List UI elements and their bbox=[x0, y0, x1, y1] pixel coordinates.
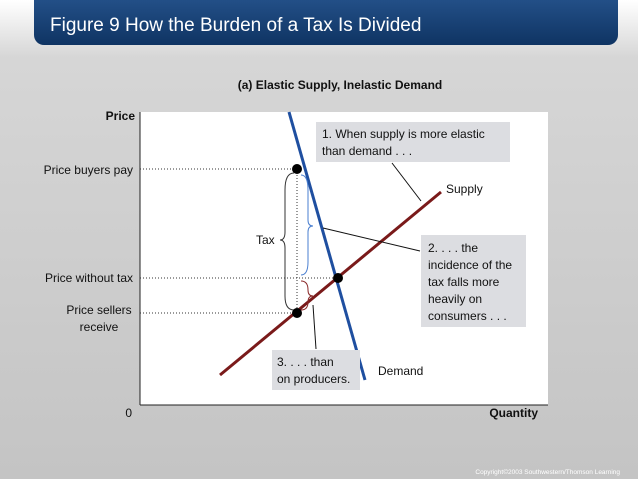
price-label: receive bbox=[80, 320, 119, 334]
y-axis-label: Price bbox=[106, 109, 136, 123]
seller-brace bbox=[300, 280, 314, 311]
supply-curve bbox=[219, 190, 442, 377]
curve-label: Demand bbox=[378, 364, 423, 378]
tax-brace bbox=[279, 172, 295, 311]
annotation: incidence of the bbox=[428, 258, 512, 272]
annotation: 1. When supply is more elastic bbox=[322, 127, 485, 141]
annotation: 2. . . . the bbox=[428, 241, 478, 255]
x-axis-label: Quantity bbox=[489, 406, 538, 420]
copyright: Copyright©2003 Southwestern/Thomson Lear… bbox=[475, 468, 620, 476]
demand-curve bbox=[287, 111, 367, 381]
annotation-box bbox=[421, 235, 526, 327]
pointer bbox=[391, 162, 422, 202]
annotation-box bbox=[316, 122, 510, 162]
origin-label: 0 bbox=[125, 406, 132, 420]
point bbox=[292, 164, 302, 174]
annotation: than demand . . . bbox=[322, 144, 412, 158]
annotation: heavily on bbox=[428, 292, 482, 306]
annotation-box bbox=[272, 350, 360, 390]
title-bar bbox=[34, 0, 618, 45]
price-label: Price without tax bbox=[45, 271, 133, 285]
buyer-brace bbox=[300, 174, 314, 276]
annotation: 3. . . . than bbox=[277, 355, 334, 369]
point bbox=[292, 308, 302, 318]
title: Figure 9 How the Burden of a Tax Is Divi… bbox=[50, 15, 421, 36]
annotation: consumers . . . bbox=[428, 309, 507, 323]
price-label: Price buyers pay bbox=[44, 163, 133, 177]
point bbox=[333, 273, 343, 283]
annotation: tax falls more bbox=[428, 275, 500, 289]
pointer bbox=[312, 304, 317, 350]
price-label: Price sellers bbox=[66, 303, 131, 317]
curve-label: Supply bbox=[446, 182, 483, 196]
tax-label: Tax bbox=[256, 233, 275, 247]
annotation: on producers. bbox=[277, 372, 350, 386]
subtitle: (a) Elastic Supply, Inelastic Demand bbox=[238, 78, 443, 92]
pointer bbox=[322, 227, 421, 252]
